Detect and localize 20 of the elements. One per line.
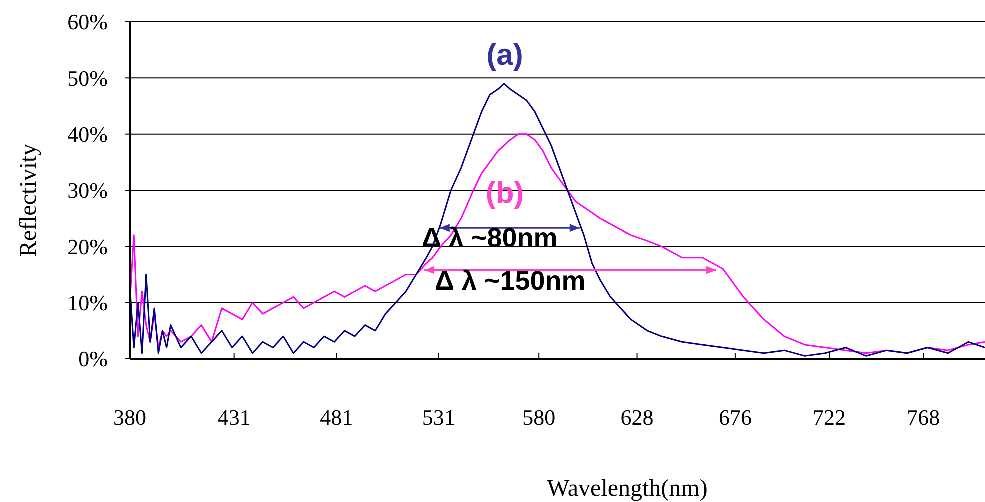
x-tick-label: 481 [320,405,354,430]
y-tick-label: 20% [68,234,108,260]
x-tick-label: 722 [813,405,846,430]
y-tick-label: 30% [68,178,108,204]
x-tick-label: 676 [718,405,752,430]
x-tick-label: 531 [422,405,456,430]
x-tick-label: 580 [522,405,556,430]
x-tick-label: 431 [218,405,251,430]
annotation: (a) [486,39,524,72]
annotation: Δ λ ~150nm [435,266,586,296]
x-tick-label: 768 [907,405,940,430]
y-tick-label: 40% [68,122,108,148]
y-tick-label: 10% [68,290,108,316]
y-tick-label: 50% [68,66,108,91]
x-tick-label: 380 [114,405,146,430]
x-axis-title: Wavelength(nm) [547,476,708,502]
x-tick-label: 628 [620,405,654,430]
y-tick-label: 60% [68,10,108,35]
y-axis-title: Reflectivity [16,144,42,258]
y-tick-label: 0% [78,346,108,372]
